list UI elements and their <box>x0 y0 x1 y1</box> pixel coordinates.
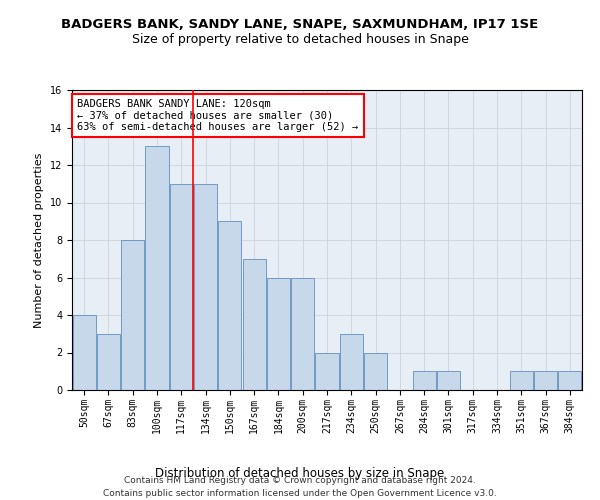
Text: BADGERS BANK, SANDY LANE, SNAPE, SAXMUNDHAM, IP17 1SE: BADGERS BANK, SANDY LANE, SNAPE, SAXMUND… <box>61 18 539 30</box>
Bar <box>291 278 314 390</box>
Bar <box>316 352 338 390</box>
Text: BADGERS BANK SANDY LANE: 120sqm
← 37% of detached houses are smaller (30)
63% of: BADGERS BANK SANDY LANE: 120sqm ← 37% of… <box>77 99 358 132</box>
Bar <box>218 221 241 390</box>
Text: Size of property relative to detached houses in Snape: Size of property relative to detached ho… <box>131 32 469 46</box>
Bar <box>194 184 217 390</box>
Text: Contains HM Land Registry data © Crown copyright and database right 2024.
Contai: Contains HM Land Registry data © Crown c… <box>103 476 497 498</box>
Bar <box>170 184 193 390</box>
Bar <box>73 315 95 390</box>
Bar <box>121 240 144 390</box>
Bar <box>413 371 436 390</box>
Text: Distribution of detached houses by size in Snape: Distribution of detached houses by size … <box>155 467 445 480</box>
Bar <box>510 371 533 390</box>
Bar <box>97 334 120 390</box>
Bar <box>534 371 557 390</box>
Bar <box>242 259 266 390</box>
Bar <box>340 334 363 390</box>
Y-axis label: Number of detached properties: Number of detached properties <box>34 152 44 328</box>
Bar <box>559 371 581 390</box>
Bar <box>437 371 460 390</box>
Bar <box>267 278 290 390</box>
Bar <box>364 352 387 390</box>
Bar <box>145 146 169 390</box>
